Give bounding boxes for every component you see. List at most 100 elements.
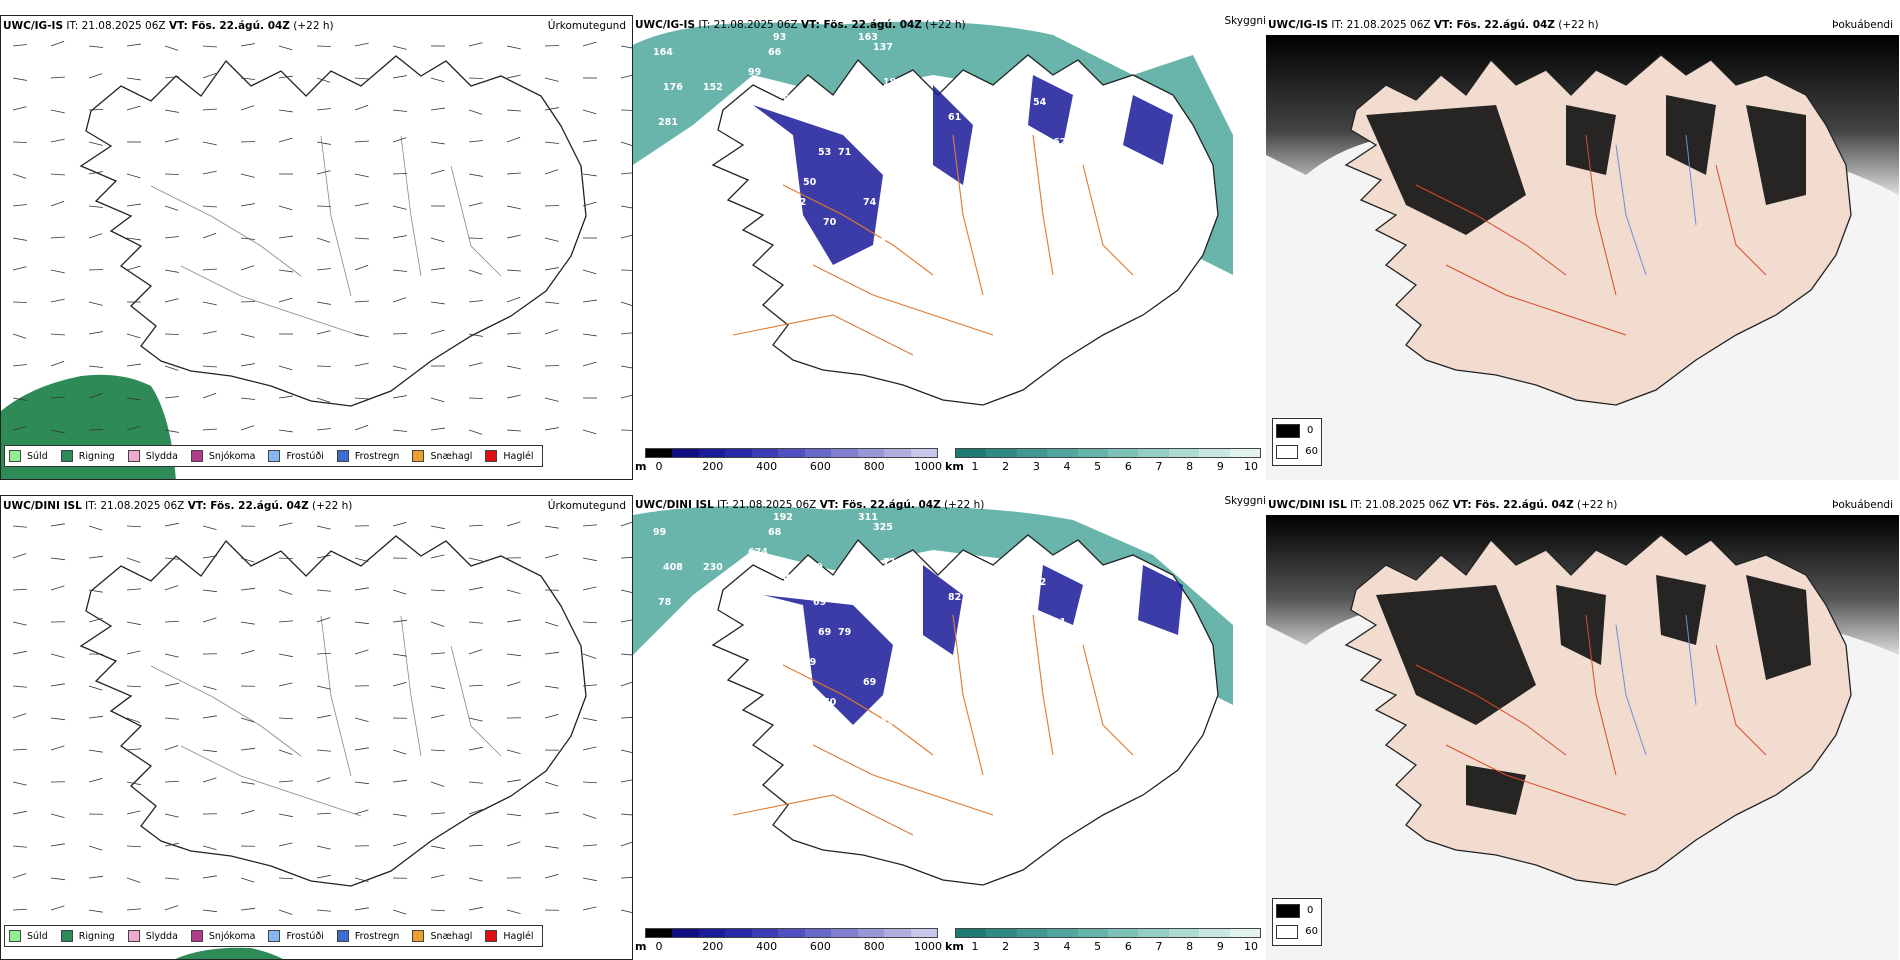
wind-barb xyxy=(241,204,255,206)
wind-barb xyxy=(355,174,369,177)
wind-barb xyxy=(89,686,102,690)
legend-swatch xyxy=(412,450,424,462)
visibility-value-label: 102 xyxy=(873,717,893,728)
visibility-value-label: 53 xyxy=(818,147,831,158)
wind-barb xyxy=(355,810,368,814)
wind-barb xyxy=(355,908,369,910)
visibility-value-label: 57 xyxy=(878,592,891,603)
colorbar-cell xyxy=(858,929,884,937)
colorbar-tick-label: 9 xyxy=(1217,940,1224,953)
field-name: Úrkomutegund xyxy=(548,500,626,512)
wind-barb xyxy=(355,105,368,110)
wind-barb xyxy=(165,745,178,750)
wind-barb xyxy=(393,842,407,846)
wind-barb xyxy=(355,334,369,337)
wind-barb xyxy=(241,718,254,722)
wind-barb xyxy=(279,558,293,559)
init-time: IT: 21.08.2025 06Z xyxy=(695,19,801,31)
wind-barb xyxy=(431,653,445,654)
colorbar-cell xyxy=(956,449,986,457)
wind-barb xyxy=(393,270,407,271)
visibility-value-label: 164 xyxy=(653,47,673,58)
wind-barb xyxy=(51,299,65,302)
wind-barb xyxy=(469,782,483,783)
wind-barb xyxy=(621,910,633,913)
wind-barb xyxy=(469,878,483,881)
wind-barb xyxy=(469,270,482,274)
wind-barb xyxy=(545,782,558,786)
wind-barb xyxy=(241,558,254,562)
wind-barb xyxy=(241,650,255,654)
colorbar-tick-label: 3 xyxy=(1033,940,1040,953)
wind-barb xyxy=(545,330,558,334)
wind-barb xyxy=(165,237,179,238)
wind-barb xyxy=(621,557,633,558)
wind-barb xyxy=(203,429,217,430)
visibility-value-label: 74 xyxy=(983,637,997,648)
visibility-value-label: 61 xyxy=(948,112,961,123)
wind-barb xyxy=(13,78,27,80)
init-time: IT: 21.08.2025 06Z xyxy=(1328,19,1434,31)
valid-label: VT: xyxy=(820,499,839,511)
colorbar-tick-label: 10 xyxy=(1244,460,1258,473)
legend-swatch xyxy=(9,930,21,942)
init-time: IT: 21.08.2025 06Z xyxy=(82,500,188,512)
wind-barb xyxy=(241,398,255,399)
wind-barb xyxy=(393,522,407,526)
legend-label: Slydda xyxy=(146,931,178,942)
legend-swatch xyxy=(128,930,140,942)
wind-barb xyxy=(393,430,407,431)
colorbar-cell xyxy=(831,929,857,937)
wind-barb xyxy=(507,780,521,782)
wind-barb xyxy=(13,846,27,847)
visibility-value-label: 149 xyxy=(803,562,823,573)
colorbar-cell xyxy=(1169,449,1199,457)
legend-swatch xyxy=(61,930,73,942)
colorbar-cell xyxy=(646,449,672,457)
wind-barb xyxy=(431,238,444,242)
wind-barb xyxy=(355,43,369,46)
wind-barb xyxy=(13,749,27,750)
visibility-value-label: 50 xyxy=(803,177,817,188)
visibility-value-label: 69 xyxy=(863,677,876,688)
legend-item: Súld xyxy=(9,450,48,462)
legend-label: Slydda xyxy=(146,451,178,462)
lead-time: (+22 h) xyxy=(922,19,966,31)
wind-barb xyxy=(127,364,141,366)
valid-label: VT: xyxy=(1434,19,1453,31)
wind-barb xyxy=(469,587,483,590)
legend-label: Frostregn xyxy=(355,451,400,462)
wind-barb xyxy=(583,814,596,819)
wind-barb xyxy=(431,750,445,751)
wind-barb xyxy=(621,681,633,686)
colorbar-strip xyxy=(955,928,1261,938)
wind-barb xyxy=(203,846,217,850)
wind-barb xyxy=(13,365,27,366)
wind-barb xyxy=(127,44,141,46)
legend-label: Rigning xyxy=(79,451,115,462)
wind-barb xyxy=(203,206,217,207)
visibility-value-label: 100 xyxy=(863,747,883,758)
colorbar-cell xyxy=(1169,929,1199,937)
wind-barb xyxy=(469,363,483,366)
legend-swatch xyxy=(268,450,280,462)
visibility-value-label: 91 xyxy=(1053,617,1066,628)
visibility-value-label: 65 xyxy=(783,92,796,103)
visibility-value-label: 69 xyxy=(813,597,826,608)
lead-time: (+22 h) xyxy=(941,499,985,511)
wind-barb xyxy=(165,878,179,879)
wind-barb xyxy=(165,781,179,782)
wind-barb xyxy=(545,302,559,303)
legend-swatch xyxy=(191,450,203,462)
legend-label: Frostúði xyxy=(286,451,323,462)
wind-barb xyxy=(621,750,633,753)
wind-barb xyxy=(241,908,255,910)
visibility-value-label: 202 xyxy=(933,257,953,268)
colorbar-cell xyxy=(1230,929,1260,937)
valid-label: VT: xyxy=(801,19,820,31)
colorbar-tick-label: 8 xyxy=(1186,940,1193,953)
wind-barb xyxy=(621,395,633,398)
colorbar-cell xyxy=(956,929,986,937)
